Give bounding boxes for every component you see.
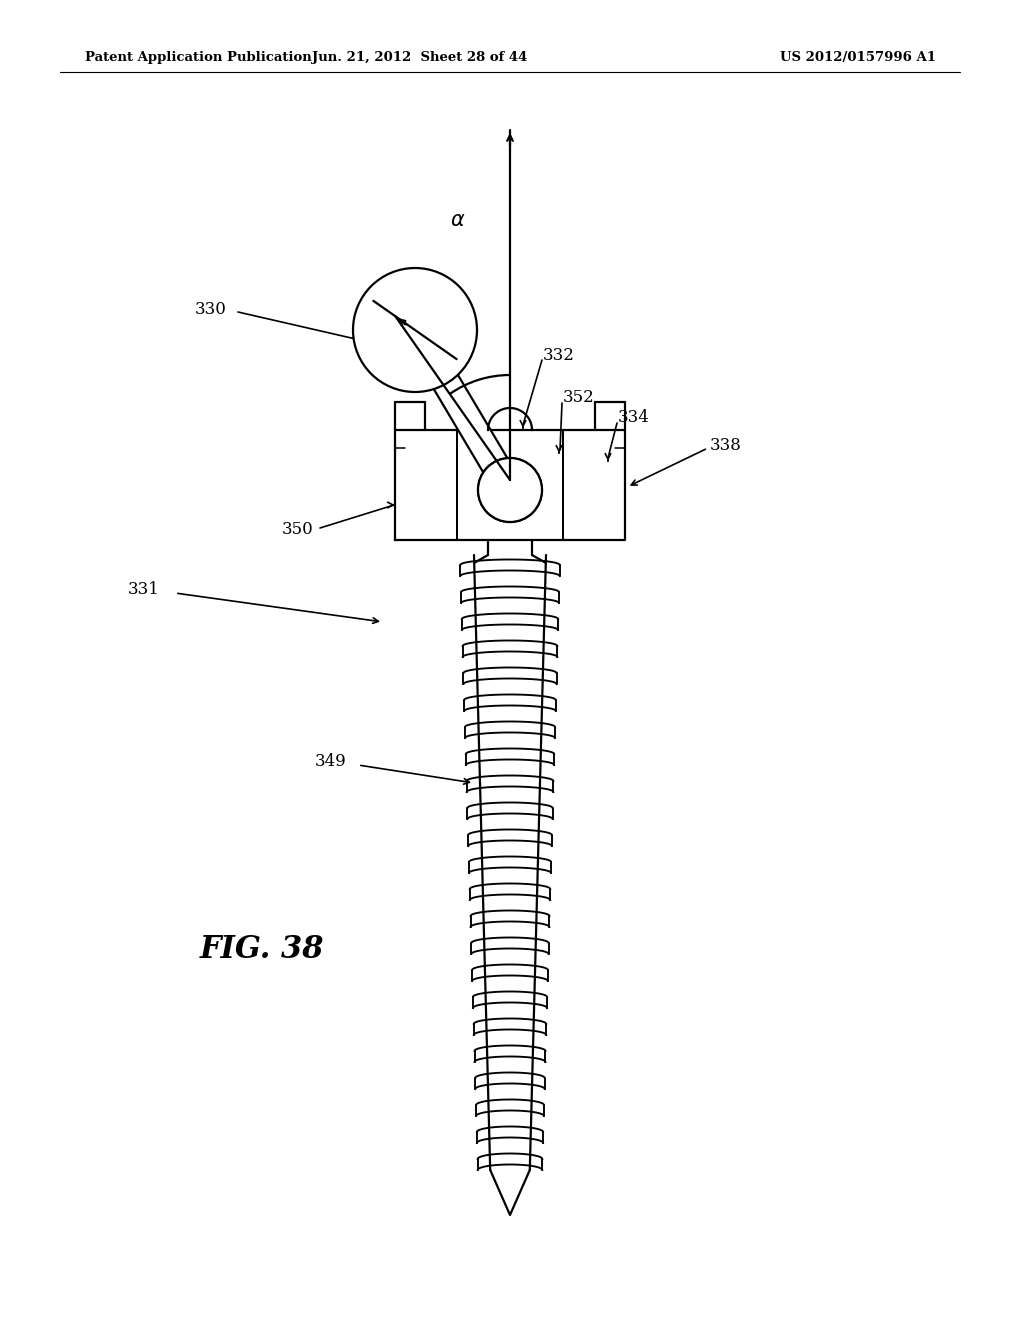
Text: 332: 332: [543, 346, 574, 363]
Text: 331: 331: [128, 582, 160, 598]
Text: Jun. 21, 2012  Sheet 28 of 44: Jun. 21, 2012 Sheet 28 of 44: [312, 51, 527, 65]
Polygon shape: [403, 323, 522, 498]
Text: $\alpha$: $\alpha$: [451, 210, 466, 230]
Text: FIG. 38: FIG. 38: [200, 935, 325, 965]
Text: 330: 330: [195, 301, 227, 318]
Text: 338: 338: [710, 437, 741, 454]
Text: 350: 350: [282, 521, 313, 539]
Text: 334: 334: [618, 409, 650, 426]
Text: Patent Application Publication: Patent Application Publication: [85, 51, 311, 65]
Circle shape: [353, 268, 477, 392]
Text: US 2012/0157996 A1: US 2012/0157996 A1: [780, 51, 936, 65]
Circle shape: [478, 458, 542, 521]
Text: 349: 349: [315, 754, 347, 771]
Circle shape: [478, 458, 542, 521]
Text: 352: 352: [563, 389, 595, 407]
